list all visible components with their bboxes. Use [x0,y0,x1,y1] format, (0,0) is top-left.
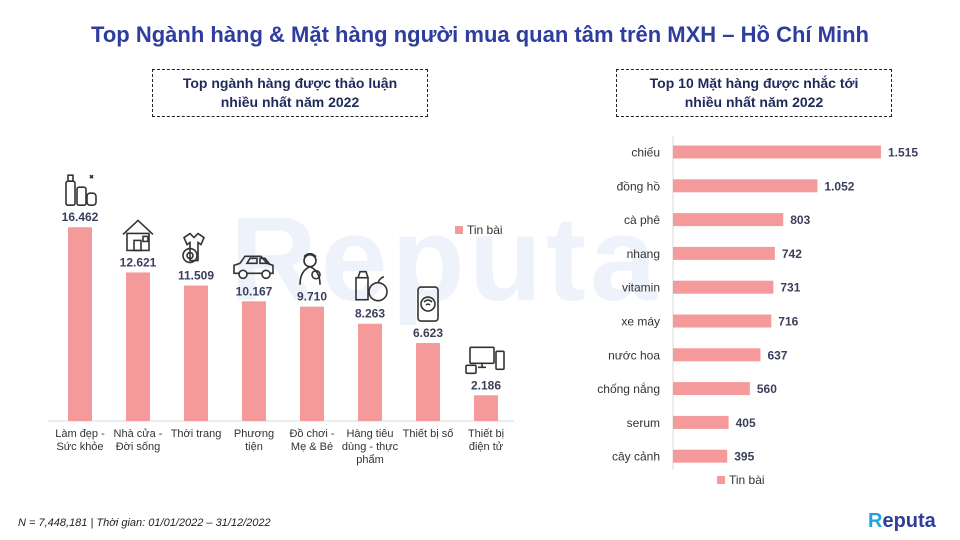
y-tick-label: vitamin [622,281,660,295]
watermark: Reputa [230,192,661,326]
data-label: 742 [782,247,802,261]
left-chart-title-line2: nhiều nhất năm 2022 [220,94,360,110]
bar [68,227,92,421]
data-label: 405 [736,416,756,430]
bar [673,449,728,463]
x-tick-label: tiện [245,441,263,453]
bar [673,145,881,159]
y-tick-label: xe máy [621,315,660,329]
data-label: 6.623 [413,326,443,340]
x-tick-label: Hàng tiêu [346,428,393,440]
bar [673,314,772,328]
bar [300,306,324,421]
data-label: 560 [757,382,777,396]
x-tick-label: dùng - thực [342,441,399,453]
left-chart-title-box: Top ngành hàng được thảo luận nhiều nhất… [152,69,428,117]
bar [184,285,208,421]
legend-swatch [717,476,725,484]
y-tick-label: nước hoa [608,348,660,362]
y-tick-label: chống nắng [597,381,660,396]
data-label: 9.710 [297,290,327,304]
x-tick-label: Nhà cửa - [114,428,163,440]
bar [358,323,382,421]
bar [673,382,750,396]
data-label: 2.186 [471,378,501,392]
y-tick-label: serum [627,416,660,430]
data-label: 11.509 [178,269,214,283]
y-tick-label: cà phê [624,213,660,227]
x-tick-label: Phương [234,428,274,440]
data-label: 803 [790,213,810,227]
bar [126,272,150,421]
data-label: 8.263 [355,307,385,321]
bar [242,301,266,421]
data-label: 1.515 [888,146,918,160]
right-chart-title-line1: Top 10 Mặt hàng được nhắc tới [649,75,859,91]
x-tick-label: Thiết bị [468,428,504,440]
x-tick-label: Mẹ & Bé [291,441,333,453]
cosmetics-icon [65,174,97,207]
smartphone-icon [417,286,439,322]
x-tick-label: Sức khỏe [56,441,103,453]
x-tick-label: Thời trang [171,428,222,440]
right-chart-title-line2: nhiều nhất năm 2022 [684,94,824,110]
data-label: 395 [734,450,754,464]
x-tick-label: Đồ chơi - [289,428,334,440]
x-tick-label: điện tử [469,441,504,453]
car-icon [233,255,274,280]
y-tick-label: đồng hồ [617,179,661,193]
data-label: 10.167 [236,284,273,298]
legend-label: Tin bài [467,223,503,237]
data-label: 12.621 [120,255,157,269]
footnote: N = 7,448,181 | Thời gian: 01/01/2022 – … [18,517,271,529]
page-title: Top Ngành hàng & Mặt hàng người mua quan… [91,22,869,47]
data-label: 637 [767,348,787,362]
data-label: 716 [778,315,798,329]
mother-baby-icon [299,252,321,285]
bar [416,343,440,421]
bar [673,179,818,193]
y-tick-label: cây cảnh [612,450,660,464]
house-icon [122,219,154,252]
data-label: 16.462 [62,210,99,224]
bar [673,415,729,429]
clothes-icon [182,232,205,264]
bar [673,213,784,227]
bar [673,280,774,294]
data-label: 1.052 [824,179,854,193]
x-tick-label: phẩm [356,454,384,466]
reputa-logo: Reputa [868,510,936,532]
data-label: 731 [780,281,800,295]
right-chart-title-box: Top 10 Mặt hàng được nhắc tới nhiều nhất… [616,69,892,117]
x-tick-label: Làm đẹp - [55,428,105,440]
x-tick-label: Thiết bị số [403,428,454,440]
legend-swatch [455,226,463,234]
left-chart-title-line1: Top ngành hàng được thảo luận [182,75,398,91]
grocery-icon [355,270,388,302]
x-tick-label: Đời sống [116,441,161,453]
y-tick-label: chiếu [631,146,660,160]
y-tick-label: nhang [627,247,660,261]
bar [673,348,761,362]
legend-label: Tin bài [729,473,765,487]
bar [673,246,775,260]
electronics-icon [465,346,505,375]
bar [474,395,498,421]
